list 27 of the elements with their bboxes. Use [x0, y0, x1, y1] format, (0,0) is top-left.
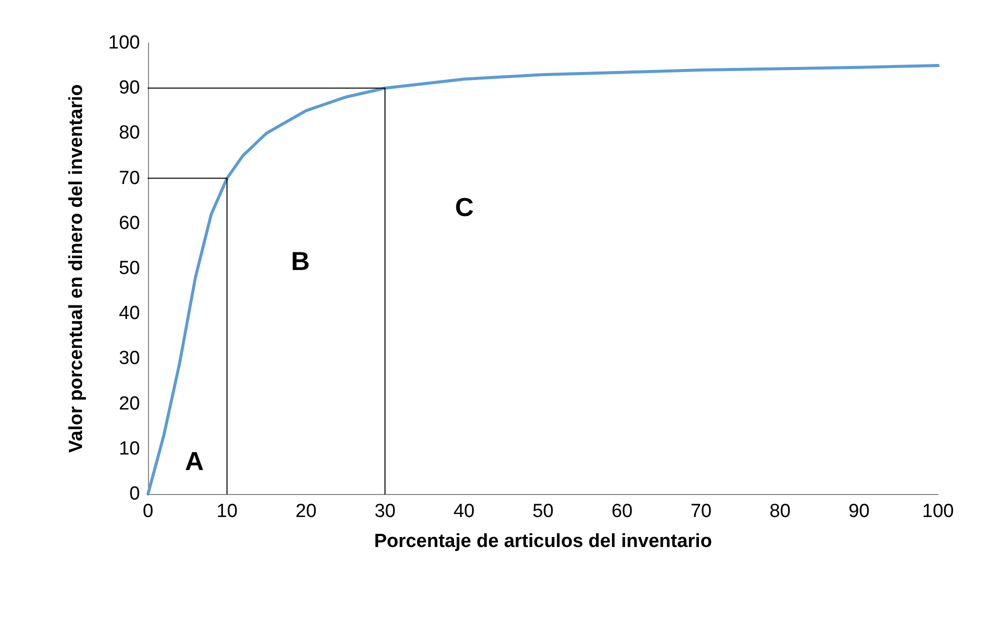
x-tick-label: 60 [611, 501, 633, 522]
x-tick-label: 80 [769, 501, 791, 522]
y-tick-label: 20 [118, 393, 140, 414]
x-tick-label: 100 [922, 501, 954, 522]
x-tick-label: 90 [848, 501, 870, 522]
y-axis-title: Valor porcentual en dinero del inventario [66, 84, 87, 453]
x-tick-label: 70 [690, 501, 712, 522]
annotation: A [185, 446, 204, 476]
x-tick-label: 30 [374, 501, 396, 522]
annotation: B [291, 246, 310, 276]
x-tick-label: 10 [216, 501, 238, 522]
x-tick-label: 50 [532, 501, 554, 522]
y-tick-label: 40 [118, 303, 140, 324]
y-tick-label: 90 [118, 78, 140, 99]
x-tick-label: 0 [142, 501, 154, 522]
y-tick-label: 10 [118, 438, 140, 460]
y-tick-label: 70 [118, 168, 140, 189]
x-tick-label: 40 [453, 501, 475, 522]
y-tick-label: 80 [118, 122, 140, 144]
y-tick-label: 50 [118, 258, 140, 279]
annotation: C [455, 192, 474, 222]
y-tick-label: 100 [108, 32, 140, 54]
x-tick-label: 20 [295, 501, 317, 522]
y-tick-label: 60 [118, 212, 140, 234]
x-axis-title: Porcentaje de articulos del inventario [374, 531, 712, 552]
y-tick-label: 30 [118, 348, 140, 370]
y-tick-label: 0 [129, 484, 140, 504]
